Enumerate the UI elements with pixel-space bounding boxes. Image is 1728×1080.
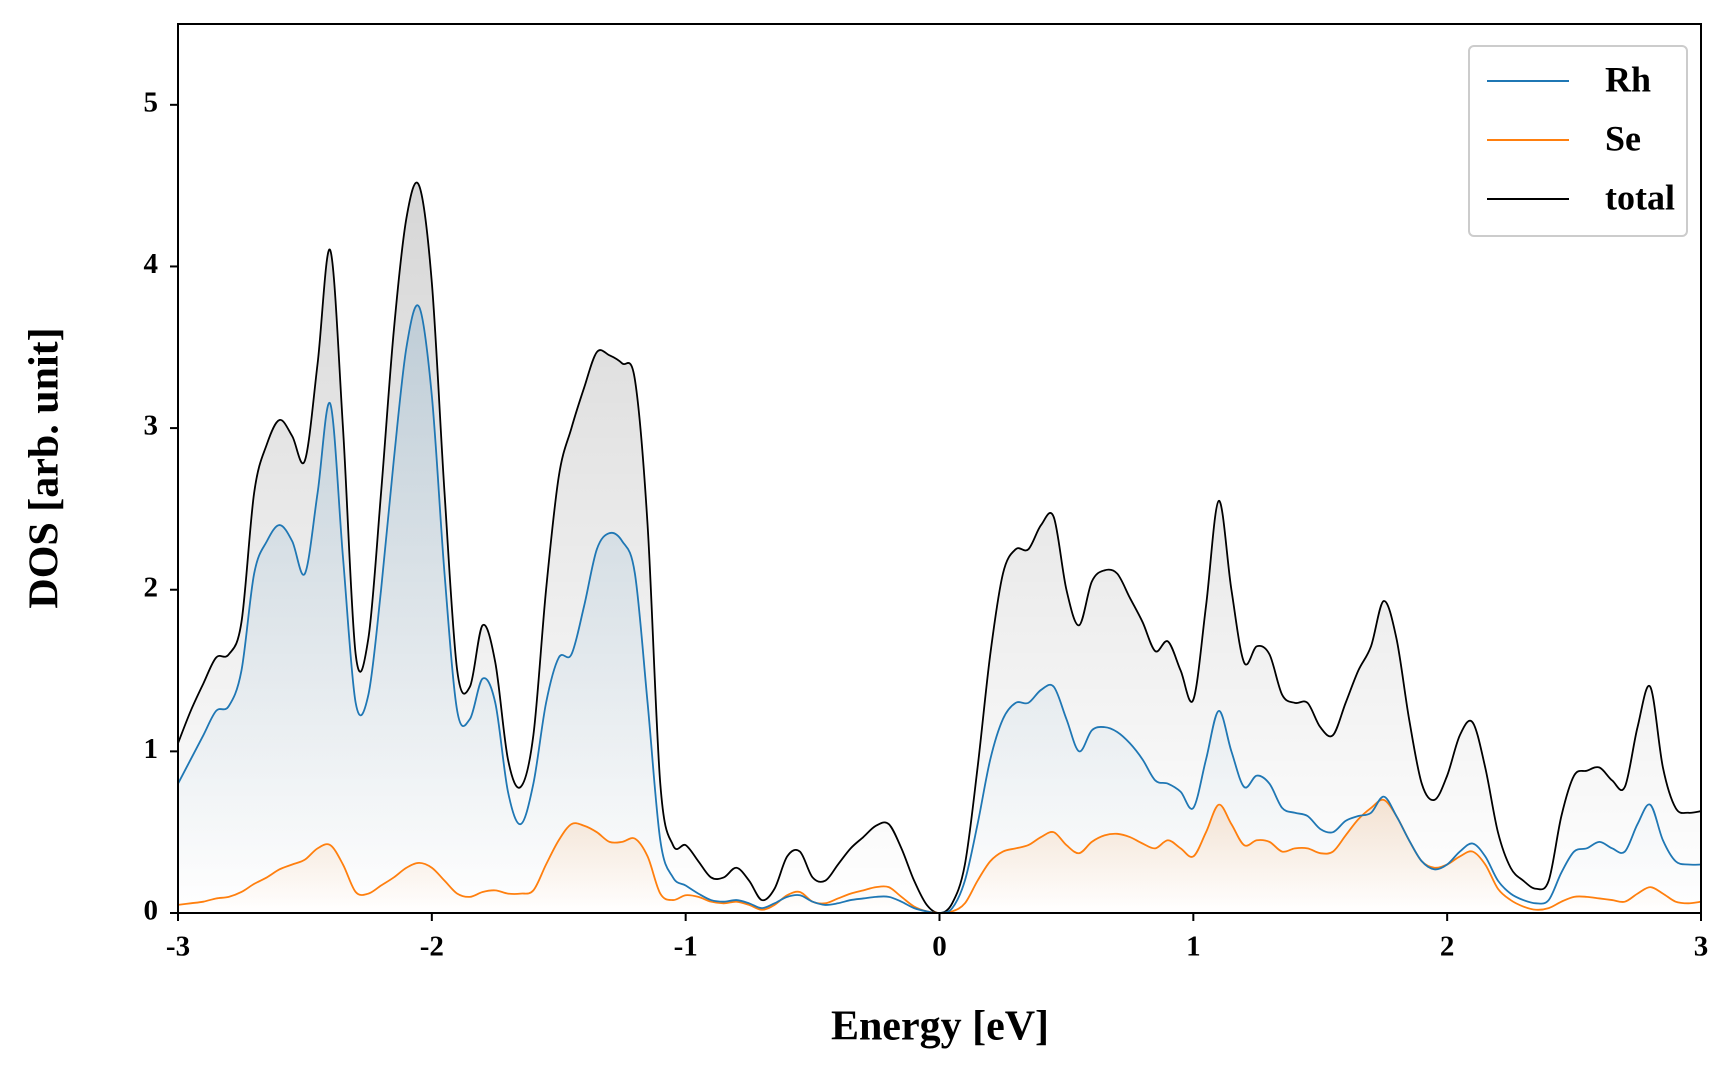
y-tick-label: 1 (144, 733, 159, 765)
line (178, 304, 1701, 913)
x-tick-label: 3 (1694, 931, 1709, 963)
y-tick-label: 0 (144, 895, 159, 927)
y-tick-label: 5 (144, 86, 159, 118)
x-tick-label: 2 (1440, 931, 1455, 963)
legend-label: Se (1605, 118, 1641, 158)
x-tick-label: 0 (932, 931, 947, 963)
x-tick-label: -1 (674, 931, 698, 963)
x-tick-label: -3 (166, 931, 190, 963)
area (178, 305, 1701, 913)
x-tick-label: 1 (1186, 931, 1201, 963)
legend-label: Rh (1605, 59, 1651, 99)
x-tick-label: -2 (420, 931, 444, 963)
x-axis-label: Energy [eV] (831, 1004, 1049, 1050)
legend-label: total (1605, 177, 1675, 217)
y-tick-label: 2 (144, 571, 159, 603)
line (178, 181, 1701, 913)
legend-box (1468, 45, 1688, 237)
y-tick-label: 3 (144, 410, 159, 442)
y-tick-label: 4 (144, 248, 159, 280)
y-axis-label: DOS [arb. unit] (22, 327, 68, 608)
